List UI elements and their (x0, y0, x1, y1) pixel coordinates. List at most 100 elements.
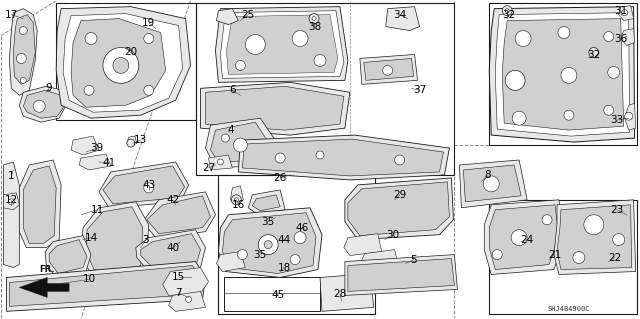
Text: 37: 37 (413, 85, 426, 95)
Circle shape (483, 176, 499, 192)
Polygon shape (557, 205, 632, 270)
Polygon shape (147, 196, 211, 234)
Polygon shape (49, 240, 87, 273)
Polygon shape (10, 9, 37, 95)
Polygon shape (71, 136, 99, 155)
Polygon shape (81, 202, 148, 279)
Circle shape (612, 234, 625, 246)
Circle shape (309, 14, 319, 24)
Polygon shape (23, 90, 63, 118)
Polygon shape (345, 255, 458, 295)
Text: 12: 12 (4, 195, 18, 205)
Polygon shape (625, 103, 636, 130)
Polygon shape (216, 7, 348, 82)
Circle shape (604, 105, 614, 115)
Polygon shape (484, 200, 564, 274)
Circle shape (245, 34, 265, 55)
Text: 32: 32 (587, 50, 600, 61)
Text: 22: 22 (608, 253, 621, 263)
Polygon shape (205, 118, 275, 168)
Polygon shape (103, 166, 184, 204)
Polygon shape (238, 135, 449, 180)
Polygon shape (362, 249, 397, 268)
Text: SHJ4B4900C: SHJ4B4900C (548, 306, 590, 312)
Circle shape (604, 32, 614, 41)
Polygon shape (200, 82, 350, 135)
Polygon shape (79, 154, 111, 170)
Polygon shape (243, 139, 444, 176)
Text: 3: 3 (143, 235, 149, 245)
Circle shape (511, 230, 527, 246)
Text: 41: 41 (102, 158, 116, 168)
Polygon shape (45, 236, 91, 278)
Polygon shape (6, 262, 205, 311)
Text: 14: 14 (84, 233, 98, 243)
Circle shape (218, 159, 223, 165)
Circle shape (144, 85, 154, 95)
Text: 11: 11 (90, 205, 104, 215)
Polygon shape (56, 7, 191, 118)
Text: 8: 8 (484, 170, 491, 180)
Circle shape (144, 33, 154, 43)
Circle shape (561, 67, 577, 83)
Circle shape (8, 199, 14, 205)
Text: 39: 39 (90, 143, 104, 153)
Polygon shape (386, 7, 420, 31)
Text: 1: 1 (8, 171, 15, 181)
Text: 28: 28 (333, 289, 346, 300)
Polygon shape (495, 13, 630, 136)
Circle shape (232, 195, 241, 205)
Circle shape (259, 235, 278, 255)
Polygon shape (216, 9, 238, 25)
Text: 32: 32 (502, 10, 516, 20)
Polygon shape (211, 122, 268, 162)
Polygon shape (19, 278, 69, 297)
Circle shape (395, 155, 404, 165)
Text: 24: 24 (520, 235, 534, 245)
Polygon shape (248, 190, 285, 215)
Polygon shape (218, 208, 322, 278)
Text: 43: 43 (142, 180, 156, 190)
Polygon shape (348, 259, 454, 292)
Circle shape (264, 241, 272, 249)
Circle shape (584, 215, 604, 235)
Text: 17: 17 (4, 10, 18, 20)
Text: 34: 34 (393, 10, 406, 20)
Text: 23: 23 (610, 205, 623, 215)
Circle shape (186, 296, 191, 302)
Polygon shape (19, 160, 61, 248)
Circle shape (564, 110, 574, 120)
Circle shape (505, 70, 525, 90)
Bar (489, 200, 637, 314)
Circle shape (236, 60, 245, 70)
Text: 31: 31 (614, 6, 627, 16)
Circle shape (221, 134, 229, 142)
Polygon shape (13, 15, 35, 84)
Text: 40: 40 (166, 243, 179, 253)
Text: 44: 44 (278, 235, 291, 245)
Polygon shape (252, 195, 280, 211)
Circle shape (573, 252, 585, 263)
Circle shape (542, 215, 552, 225)
Circle shape (85, 33, 97, 45)
Polygon shape (220, 11, 344, 78)
Circle shape (20, 78, 26, 83)
Polygon shape (143, 192, 216, 238)
Circle shape (294, 232, 306, 244)
Circle shape (19, 26, 28, 34)
Circle shape (512, 111, 526, 125)
Bar (196, 3, 454, 175)
Polygon shape (71, 19, 166, 107)
Text: 18: 18 (278, 263, 291, 272)
Circle shape (234, 138, 247, 152)
Polygon shape (345, 178, 453, 240)
Circle shape (608, 66, 620, 78)
Text: 35: 35 (253, 249, 267, 260)
Circle shape (275, 153, 285, 163)
Polygon shape (209, 155, 232, 170)
Circle shape (292, 31, 308, 47)
Circle shape (621, 10, 628, 16)
Text: 7: 7 (175, 288, 182, 298)
Circle shape (492, 249, 502, 260)
Text: 19: 19 (142, 18, 156, 28)
